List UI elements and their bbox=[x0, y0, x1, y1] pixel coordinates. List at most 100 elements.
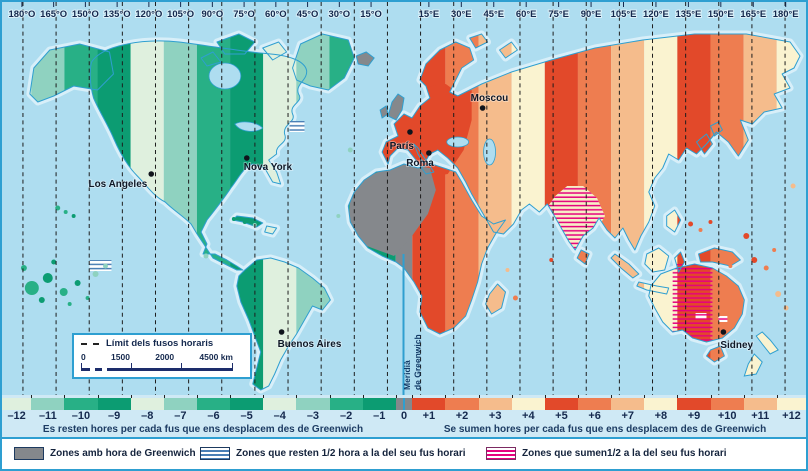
zone-band-cell: –10 bbox=[64, 395, 98, 423]
city-label: Roma bbox=[406, 158, 434, 169]
longitude-label: 90°O bbox=[202, 9, 224, 20]
timezone-limit-line-sample bbox=[81, 342, 99, 345]
island-dot bbox=[63, 210, 68, 214]
zone-color-swatch bbox=[130, 398, 164, 410]
zone-band-cell: –6 bbox=[196, 395, 231, 423]
island-dot bbox=[370, 186, 375, 190]
island-dot bbox=[783, 305, 789, 311]
city-dot bbox=[278, 329, 285, 335]
scale-tick-2000: 2000 bbox=[155, 352, 175, 362]
longitude-label: 75°O bbox=[233, 9, 255, 20]
scale-tick-1500: 1500 bbox=[111, 352, 130, 362]
legend-label-half-plus: Zones que sumen1/2 a la del seu fus hora… bbox=[522, 448, 727, 459]
city-label: Nova York bbox=[244, 162, 293, 173]
bottom-legend: Zones amb hora de Greenwich Zones que re… bbox=[2, 437, 806, 469]
island-dot bbox=[743, 233, 750, 239]
city-dot bbox=[243, 155, 250, 161]
zone-color-swatch bbox=[445, 398, 479, 410]
island-dot bbox=[42, 273, 53, 283]
half-hour-zones bbox=[89, 121, 728, 322]
zone-band-cell: +6 bbox=[578, 395, 612, 423]
small-islands bbox=[355, 51, 779, 377]
zone-offset-label: –6 bbox=[207, 410, 220, 422]
zone-color-swatch bbox=[710, 398, 744, 410]
longitude-label: 15°O bbox=[360, 9, 382, 20]
hudson-bay bbox=[208, 62, 242, 90]
longitude-label: 165°O bbox=[40, 9, 67, 20]
island-dot bbox=[336, 214, 341, 218]
zone-color-swatch bbox=[677, 398, 711, 410]
longitude-label: 165°E bbox=[740, 9, 766, 20]
longitude-label: 15°E bbox=[419, 9, 440, 20]
longitude-label: 75°E bbox=[548, 9, 569, 20]
city-dot bbox=[407, 129, 413, 135]
longitude-label: 105°O bbox=[167, 9, 194, 20]
timezone-offset-band: –12 –11 –10 –9 –8 –7 –6 –5 –4 –3 –2 –1 0 +1 +2 +3 +4 +5 +6… bbox=[2, 395, 806, 423]
zone-color-swatch bbox=[31, 398, 65, 410]
island-dot bbox=[59, 288, 68, 296]
zone-color-swatch bbox=[329, 398, 363, 410]
zone-color-swatch bbox=[362, 398, 396, 410]
map-canvas: 180°O 165°O 150°O 135°O 120°O 105°O 90°O 75°O 60… bbox=[2, 2, 806, 395]
zone-band-cell: +8 bbox=[644, 395, 678, 423]
island-dot bbox=[203, 253, 209, 259]
longitude-label: 120°O bbox=[135, 9, 162, 20]
island-dot bbox=[51, 259, 57, 265]
island-dot bbox=[772, 248, 777, 252]
city-label: París bbox=[390, 141, 415, 152]
longitude-label: 180°E bbox=[773, 9, 799, 20]
greenwich-meridian-label-line1: Meridià bbox=[402, 360, 412, 390]
zone-band-cell: –8 bbox=[130, 395, 164, 423]
zone-offset-label: –10 bbox=[71, 410, 91, 422]
zone-band-cell: –7 bbox=[163, 395, 197, 423]
zone-offset-label: +4 bbox=[522, 410, 535, 422]
zone-band-cell: –2 bbox=[329, 395, 363, 423]
zone-band-cell: –11 bbox=[31, 395, 65, 423]
zone-band-cell: +7 bbox=[611, 395, 645, 423]
zone-color-swatch bbox=[395, 398, 413, 410]
zone-band-cell: –4 bbox=[263, 395, 297, 423]
city-dot bbox=[426, 150, 432, 156]
zone-color-swatch bbox=[163, 398, 197, 410]
zone-offset-label: +9 bbox=[687, 410, 701, 422]
city-markers: Los Angeles Nova York París Roma Moscou Bueno… bbox=[88, 92, 755, 352]
zone-color-swatch bbox=[611, 398, 645, 410]
zone-color-swatch bbox=[196, 398, 231, 410]
longitude-label: 60°O bbox=[265, 9, 287, 20]
city-label: Sidney bbox=[720, 340, 753, 351]
zone-band-cell: 0 bbox=[395, 395, 413, 423]
zone-band-cell: –5 bbox=[230, 395, 264, 423]
zone-band-cell: –12 bbox=[2, 395, 32, 423]
island-dot bbox=[708, 220, 713, 224]
zone-color-swatch bbox=[296, 398, 330, 410]
half-minus-zone-swatch bbox=[200, 447, 230, 460]
zone-offset-label: –12 bbox=[7, 410, 26, 422]
island-dot bbox=[20, 265, 27, 271]
new-zealand-south bbox=[743, 353, 763, 377]
zone-band-cell: +1 bbox=[412, 395, 446, 423]
zone-offset-label: –2 bbox=[339, 410, 353, 422]
legend-item-half-minus: Zones que resten 1/2 hora a la del seu f… bbox=[200, 447, 466, 460]
longitude-label: 45°O bbox=[297, 9, 319, 20]
world-map: 180°O 165°O 150°O 135°O 120°O 105°O 90°O 75°O 60… bbox=[2, 2, 806, 395]
zone-offset-label: +2 bbox=[455, 410, 469, 422]
zone-offset-label: +6 bbox=[588, 410, 601, 422]
city-dot bbox=[148, 171, 155, 177]
zone-color-swatch bbox=[64, 398, 98, 410]
zone-offset-label: –4 bbox=[273, 410, 286, 422]
zone-offset-label: +3 bbox=[488, 410, 502, 422]
timezone-limit-label: Límit dels fusos horaris bbox=[106, 338, 214, 349]
zone-color-swatch bbox=[412, 398, 446, 410]
timezone-limit-lines bbox=[22, 2, 786, 395]
island-dot bbox=[242, 220, 247, 224]
zone-offset-label: +7 bbox=[621, 410, 634, 422]
greenwich-zone-swatch bbox=[14, 447, 44, 460]
city-label: Los Angeles bbox=[89, 179, 148, 190]
island-dot bbox=[775, 291, 782, 297]
city-label: Moscou bbox=[471, 93, 509, 104]
zone-band-cell: +2 bbox=[445, 395, 479, 423]
longitude-label: 150°O bbox=[72, 9, 99, 20]
zone-offset-label: –1 bbox=[373, 410, 386, 422]
island-dot bbox=[85, 296, 90, 300]
